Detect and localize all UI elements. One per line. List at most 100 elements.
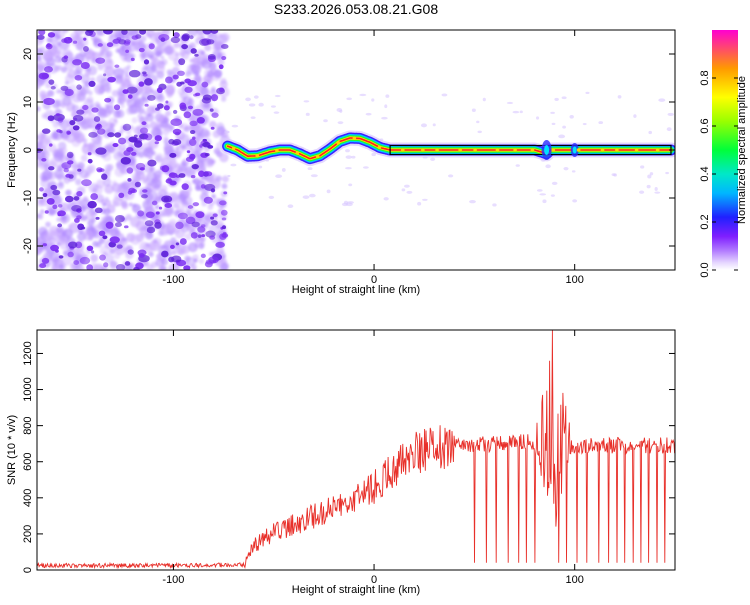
noise-blob — [145, 200, 153, 207]
noise-blob — [63, 250, 69, 256]
noise-blob — [193, 258, 198, 263]
noise-dot — [139, 30, 147, 35]
noise-dot — [200, 184, 206, 189]
noise-blob — [135, 233, 144, 243]
noise-dot — [125, 49, 130, 53]
noise-speck — [611, 173, 616, 176]
noise-dot — [48, 143, 53, 147]
noise-blob — [139, 241, 150, 252]
noise-dot — [210, 94, 219, 102]
noise-blob — [206, 70, 215, 78]
noise-speck — [310, 174, 318, 178]
snr-y-tick-label: 600 — [22, 453, 34, 471]
noise-blob — [185, 191, 191, 197]
noise-dot — [210, 30, 219, 34]
noise-dot — [44, 66, 53, 73]
noise-speck — [539, 193, 547, 196]
noise-blob — [124, 72, 129, 77]
noise-blob — [200, 87, 210, 97]
noise-dot — [101, 173, 108, 180]
noise-blob — [60, 66, 68, 73]
noise-speck — [420, 123, 428, 128]
noise-blob — [144, 85, 153, 94]
noise-dot — [95, 124, 103, 129]
noise-dot — [188, 138, 197, 147]
noise-dot — [86, 245, 94, 251]
noise-dot — [211, 112, 219, 118]
noise-dot — [170, 36, 181, 44]
ridge-peak — [255, 153, 260, 158]
noise-speck — [303, 100, 310, 103]
noise-speck — [365, 112, 372, 116]
noise-dot — [55, 249, 59, 253]
noise-dot — [210, 216, 215, 220]
noise-speck — [274, 94, 281, 98]
noise-dot — [72, 40, 78, 44]
noise-dot — [172, 138, 182, 146]
noise-speck — [348, 183, 353, 187]
noise-blob — [160, 55, 165, 60]
noise-blob — [115, 109, 125, 119]
noise-blob — [79, 85, 90, 95]
noise-dot — [175, 242, 180, 246]
ridge-peak — [615, 148, 619, 152]
noise-blob — [59, 264, 64, 269]
noise-dot — [145, 211, 155, 219]
noise-blob — [104, 196, 109, 202]
colorbar-tick-label: 0.6 — [699, 118, 711, 133]
noise-dot — [138, 47, 145, 53]
noise-blob — [80, 154, 88, 162]
noise-speck — [617, 95, 622, 99]
noise-dot — [181, 183, 189, 190]
noise-dot — [42, 243, 48, 247]
noise-dot — [161, 195, 173, 203]
noise-dot — [113, 104, 121, 111]
noise-blob — [54, 168, 65, 179]
noise-dot — [67, 160, 74, 165]
noise-dot — [38, 72, 49, 80]
noise-speck — [250, 116, 256, 119]
noise-dot — [58, 255, 64, 259]
noise-blob — [104, 164, 113, 172]
noise-dot — [91, 107, 99, 113]
noise-blob — [39, 197, 46, 204]
noise-blob — [139, 52, 146, 59]
noise-blob — [45, 47, 57, 58]
noise-blob — [47, 89, 55, 97]
noise-blob — [146, 189, 158, 201]
noise-dot — [142, 71, 147, 75]
noise-dot — [182, 33, 191, 40]
noise-blob — [111, 90, 119, 97]
noise-blob — [50, 132, 59, 141]
noise-speck — [563, 166, 569, 171]
noise-speck — [633, 114, 637, 118]
noise-speck — [554, 97, 559, 101]
noise-dot — [83, 46, 89, 52]
noise-dot — [99, 254, 106, 261]
noise-blob — [56, 217, 61, 222]
noise-dot — [72, 125, 80, 131]
noise-dot — [57, 223, 63, 228]
noise-speck — [287, 204, 294, 208]
noise-blob — [146, 62, 157, 74]
noise-blob — [167, 49, 179, 61]
noise-blob — [148, 251, 154, 258]
noise-dot — [122, 123, 132, 131]
noise-speck — [305, 112, 310, 116]
noise-blob — [64, 80, 69, 86]
noise-blob — [189, 58, 194, 63]
noise-speck — [346, 97, 352, 101]
colorbar: 0.0 0.2 0.4 0.6 0.8 Normalized spectral ampl… — [699, 30, 748, 278]
noise-dot — [107, 76, 116, 83]
noise-blob — [126, 80, 132, 85]
noise-dot — [57, 204, 63, 208]
noise-speck — [371, 152, 376, 157]
ridge-peak — [231, 146, 236, 151]
snr-frame — [36, 329, 676, 571]
noise-dot — [170, 118, 183, 127]
noise-dot — [181, 43, 188, 50]
noise-blob — [148, 138, 159, 150]
spectrogram-noise — [37, 30, 674, 270]
noise-speck — [551, 122, 556, 126]
